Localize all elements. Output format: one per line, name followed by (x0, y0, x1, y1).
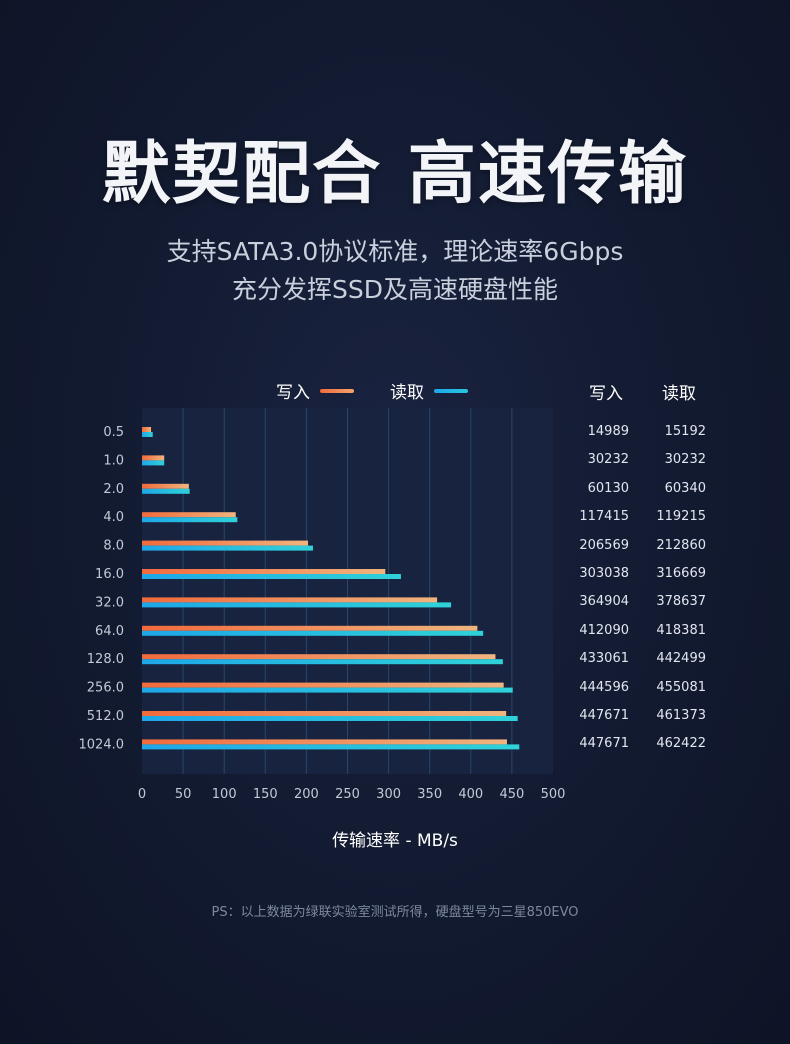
legend-read-label: 读取 (390, 383, 424, 403)
y-tick-label: 1024.0 (79, 737, 125, 752)
legend-write-label: 写入 (276, 383, 310, 403)
x-tick-label: 450 (499, 787, 524, 802)
table-value-write: 364904 (579, 594, 629, 610)
bar-write (142, 682, 504, 688)
table-value-write: 117415 (579, 509, 629, 525)
table-value-read: 212860 (656, 537, 706, 553)
table-value-write: 206569 (579, 537, 629, 553)
legend-write-swatch (320, 388, 354, 393)
bar-read (142, 716, 518, 721)
table-header-write: 写入 (589, 384, 623, 404)
table-value-write: 447671 (579, 708, 629, 723)
x-tick-label: 100 (212, 787, 237, 802)
table-value-read: 30232 (664, 452, 706, 468)
table-value-read: 461373 (656, 708, 706, 723)
bar-read (142, 744, 520, 750)
bar-write (142, 540, 309, 546)
x-axis-title: 传输速率 - MB/s (332, 831, 458, 851)
y-tick-label: 512.0 (87, 709, 124, 724)
bar-read (142, 659, 503, 665)
y-tick-label: 4.0 (103, 510, 124, 525)
y-tick-label: 0.5 (103, 425, 124, 440)
legend-read: 读取 (390, 378, 468, 403)
table-value-write: 447671 (579, 736, 629, 752)
table-value-write: 433061 (579, 651, 629, 667)
x-tick-label: 250 (335, 787, 360, 802)
bar-read (142, 488, 190, 494)
bar-write (142, 455, 165, 461)
bar-write (142, 711, 507, 716)
y-tick-label: 128.0 (87, 652, 124, 667)
y-tick-label: 64.0 (95, 624, 124, 639)
table-value-read: 455081 (656, 679, 706, 695)
table-value-read: 119215 (656, 509, 706, 525)
bar-read (142, 517, 238, 523)
bar-write (142, 483, 189, 489)
bar-read (142, 602, 452, 608)
subtitle-line-2: 充分发挥SSD及高速硬盘性能 (232, 275, 558, 304)
table-value-read: 60340 (664, 480, 706, 496)
x-tick-label: 350 (417, 787, 442, 802)
bar-write (142, 739, 507, 745)
legend-read-swatch (434, 388, 468, 393)
footnote: PS：以上数据为绿联实验室测试所得，硬盘型号为三星850EVO (211, 905, 579, 920)
x-tick-label: 50 (175, 787, 192, 802)
table-value-read: 462422 (656, 736, 706, 752)
table-value-read: 15192 (664, 424, 706, 439)
bar-write (142, 625, 478, 631)
table-value-write: 303038 (579, 566, 629, 581)
bar-read (142, 630, 484, 636)
x-tick-label: 400 (458, 787, 483, 802)
bar-write (142, 569, 386, 574)
bar-read (142, 574, 401, 579)
bar-read (142, 545, 313, 551)
table-value-write: 60130 (587, 480, 629, 496)
subtitle-line-1: 支持SATA3.0协议标准，理论速率6Gbps (166, 237, 624, 266)
bar-write (142, 597, 438, 603)
bar-read (142, 460, 165, 466)
bar-read (142, 687, 513, 693)
table-header-read: 读取 (662, 384, 696, 404)
table-value-read: 442499 (656, 651, 706, 667)
table-value-read: 418381 (656, 622, 706, 638)
table-value-write: 444596 (579, 679, 629, 695)
y-tick-label: 1.0 (103, 453, 124, 468)
table-value-read: 316669 (656, 566, 706, 581)
table-value-write: 30232 (587, 452, 629, 468)
bar-read (142, 432, 153, 437)
x-tick-label: 200 (294, 787, 319, 802)
table-value-read: 378637 (656, 594, 706, 610)
y-tick-label: 16.0 (95, 567, 124, 582)
table-value-write: 412090 (579, 622, 629, 638)
x-tick-label: 0 (138, 787, 146, 802)
y-tick-label: 8.0 (103, 539, 124, 554)
x-tick-label: 150 (253, 787, 278, 802)
bar-write (142, 654, 496, 660)
y-tick-label: 256.0 (87, 681, 124, 696)
bar-write (142, 512, 236, 518)
x-tick-label: 500 (541, 787, 566, 802)
y-tick-label: 2.0 (103, 482, 124, 497)
bar-write (142, 427, 152, 432)
x-tick-label: 300 (376, 787, 401, 802)
bar-chart: 0 50 100 150 200 250 300 350 400 450 500 0.5 1.0 2.0 4… (79, 408, 566, 802)
table-value-write: 14989 (587, 424, 629, 439)
headline: 默契配合 高速传输 (102, 135, 688, 214)
y-tick-label: 32.0 (95, 595, 124, 610)
legend-write: 写入 (276, 378, 354, 403)
